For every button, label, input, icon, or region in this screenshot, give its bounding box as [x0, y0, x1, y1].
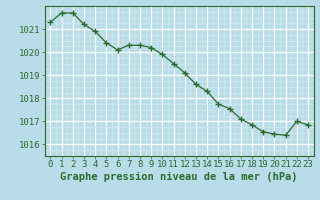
X-axis label: Graphe pression niveau de la mer (hPa): Graphe pression niveau de la mer (hPa): [60, 172, 298, 182]
